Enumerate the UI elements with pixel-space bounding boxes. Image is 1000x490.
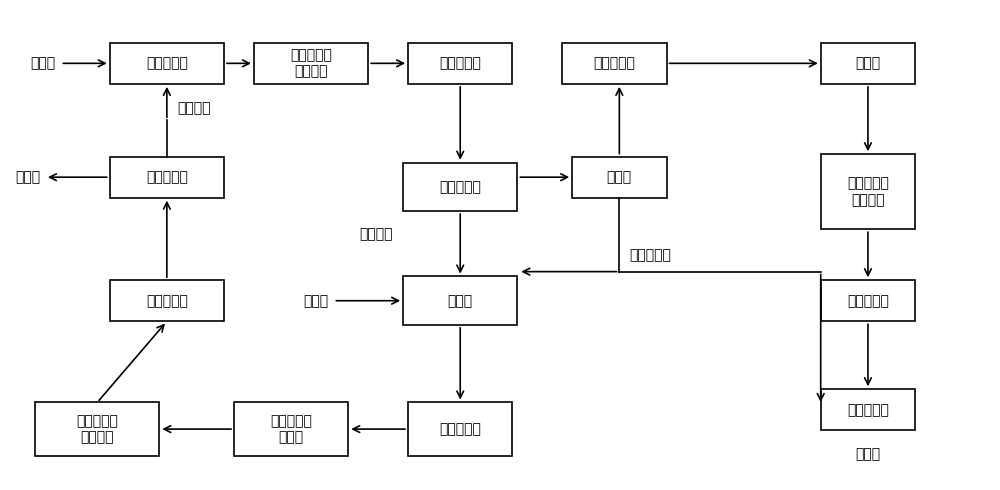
Bar xyxy=(562,43,667,84)
Text: 一次稠厚器: 一次稠厚器 xyxy=(439,56,481,71)
Bar xyxy=(403,163,517,211)
Text: 三次稠厚器: 三次稠厚器 xyxy=(146,294,188,308)
Text: 硝酸钾: 硝酸钾 xyxy=(855,447,881,462)
Text: 二次溶解槽: 二次溶解槽 xyxy=(593,56,635,71)
Text: 氯化钾: 氯化钾 xyxy=(30,56,55,71)
Text: 二次真空连
续结晶器: 二次真空连 续结晶器 xyxy=(76,414,118,444)
Bar xyxy=(821,280,915,321)
Bar xyxy=(234,402,348,456)
Text: 一次溶解槽: 一次溶解槽 xyxy=(146,56,188,71)
Bar xyxy=(35,402,159,456)
Text: 氯化铵: 氯化铵 xyxy=(15,170,40,184)
Bar xyxy=(821,43,915,84)
Text: 过滤机: 过滤机 xyxy=(855,56,881,71)
Text: 硝酸铵: 硝酸铵 xyxy=(303,294,328,308)
Bar xyxy=(408,402,512,456)
Bar xyxy=(821,389,915,430)
Text: 洗涤槽: 洗涤槽 xyxy=(607,170,632,184)
Text: 硝酸钾母液: 硝酸钾母液 xyxy=(629,248,671,262)
Text: 浓缩预热器: 浓缩预热器 xyxy=(439,422,481,436)
Text: 一次离心机: 一次离心机 xyxy=(439,180,481,194)
Text: 硝酸钾真空
结晶装置: 硝酸钾真空 结晶装置 xyxy=(290,48,332,78)
Bar xyxy=(821,154,915,229)
Bar xyxy=(403,276,517,325)
Bar xyxy=(110,43,224,84)
Text: 二次离心机: 二次离心机 xyxy=(847,403,889,416)
Text: 二次稠厚器: 二次稠厚器 xyxy=(847,294,889,308)
Bar xyxy=(572,157,667,198)
Bar xyxy=(408,43,512,84)
Bar xyxy=(254,43,368,84)
Text: 逆流三效浓
缩装置: 逆流三效浓 缩装置 xyxy=(270,414,312,444)
Bar xyxy=(110,280,224,321)
Text: 混料槽: 混料槽 xyxy=(448,294,473,308)
Text: 循环母液: 循环母液 xyxy=(177,101,210,116)
Text: 粗品母液: 粗品母液 xyxy=(360,227,393,241)
Bar xyxy=(110,157,224,198)
Text: 三次离心机: 三次离心机 xyxy=(146,170,188,184)
Text: 一次真空连
续结晶器: 一次真空连 续结晶器 xyxy=(847,176,889,207)
